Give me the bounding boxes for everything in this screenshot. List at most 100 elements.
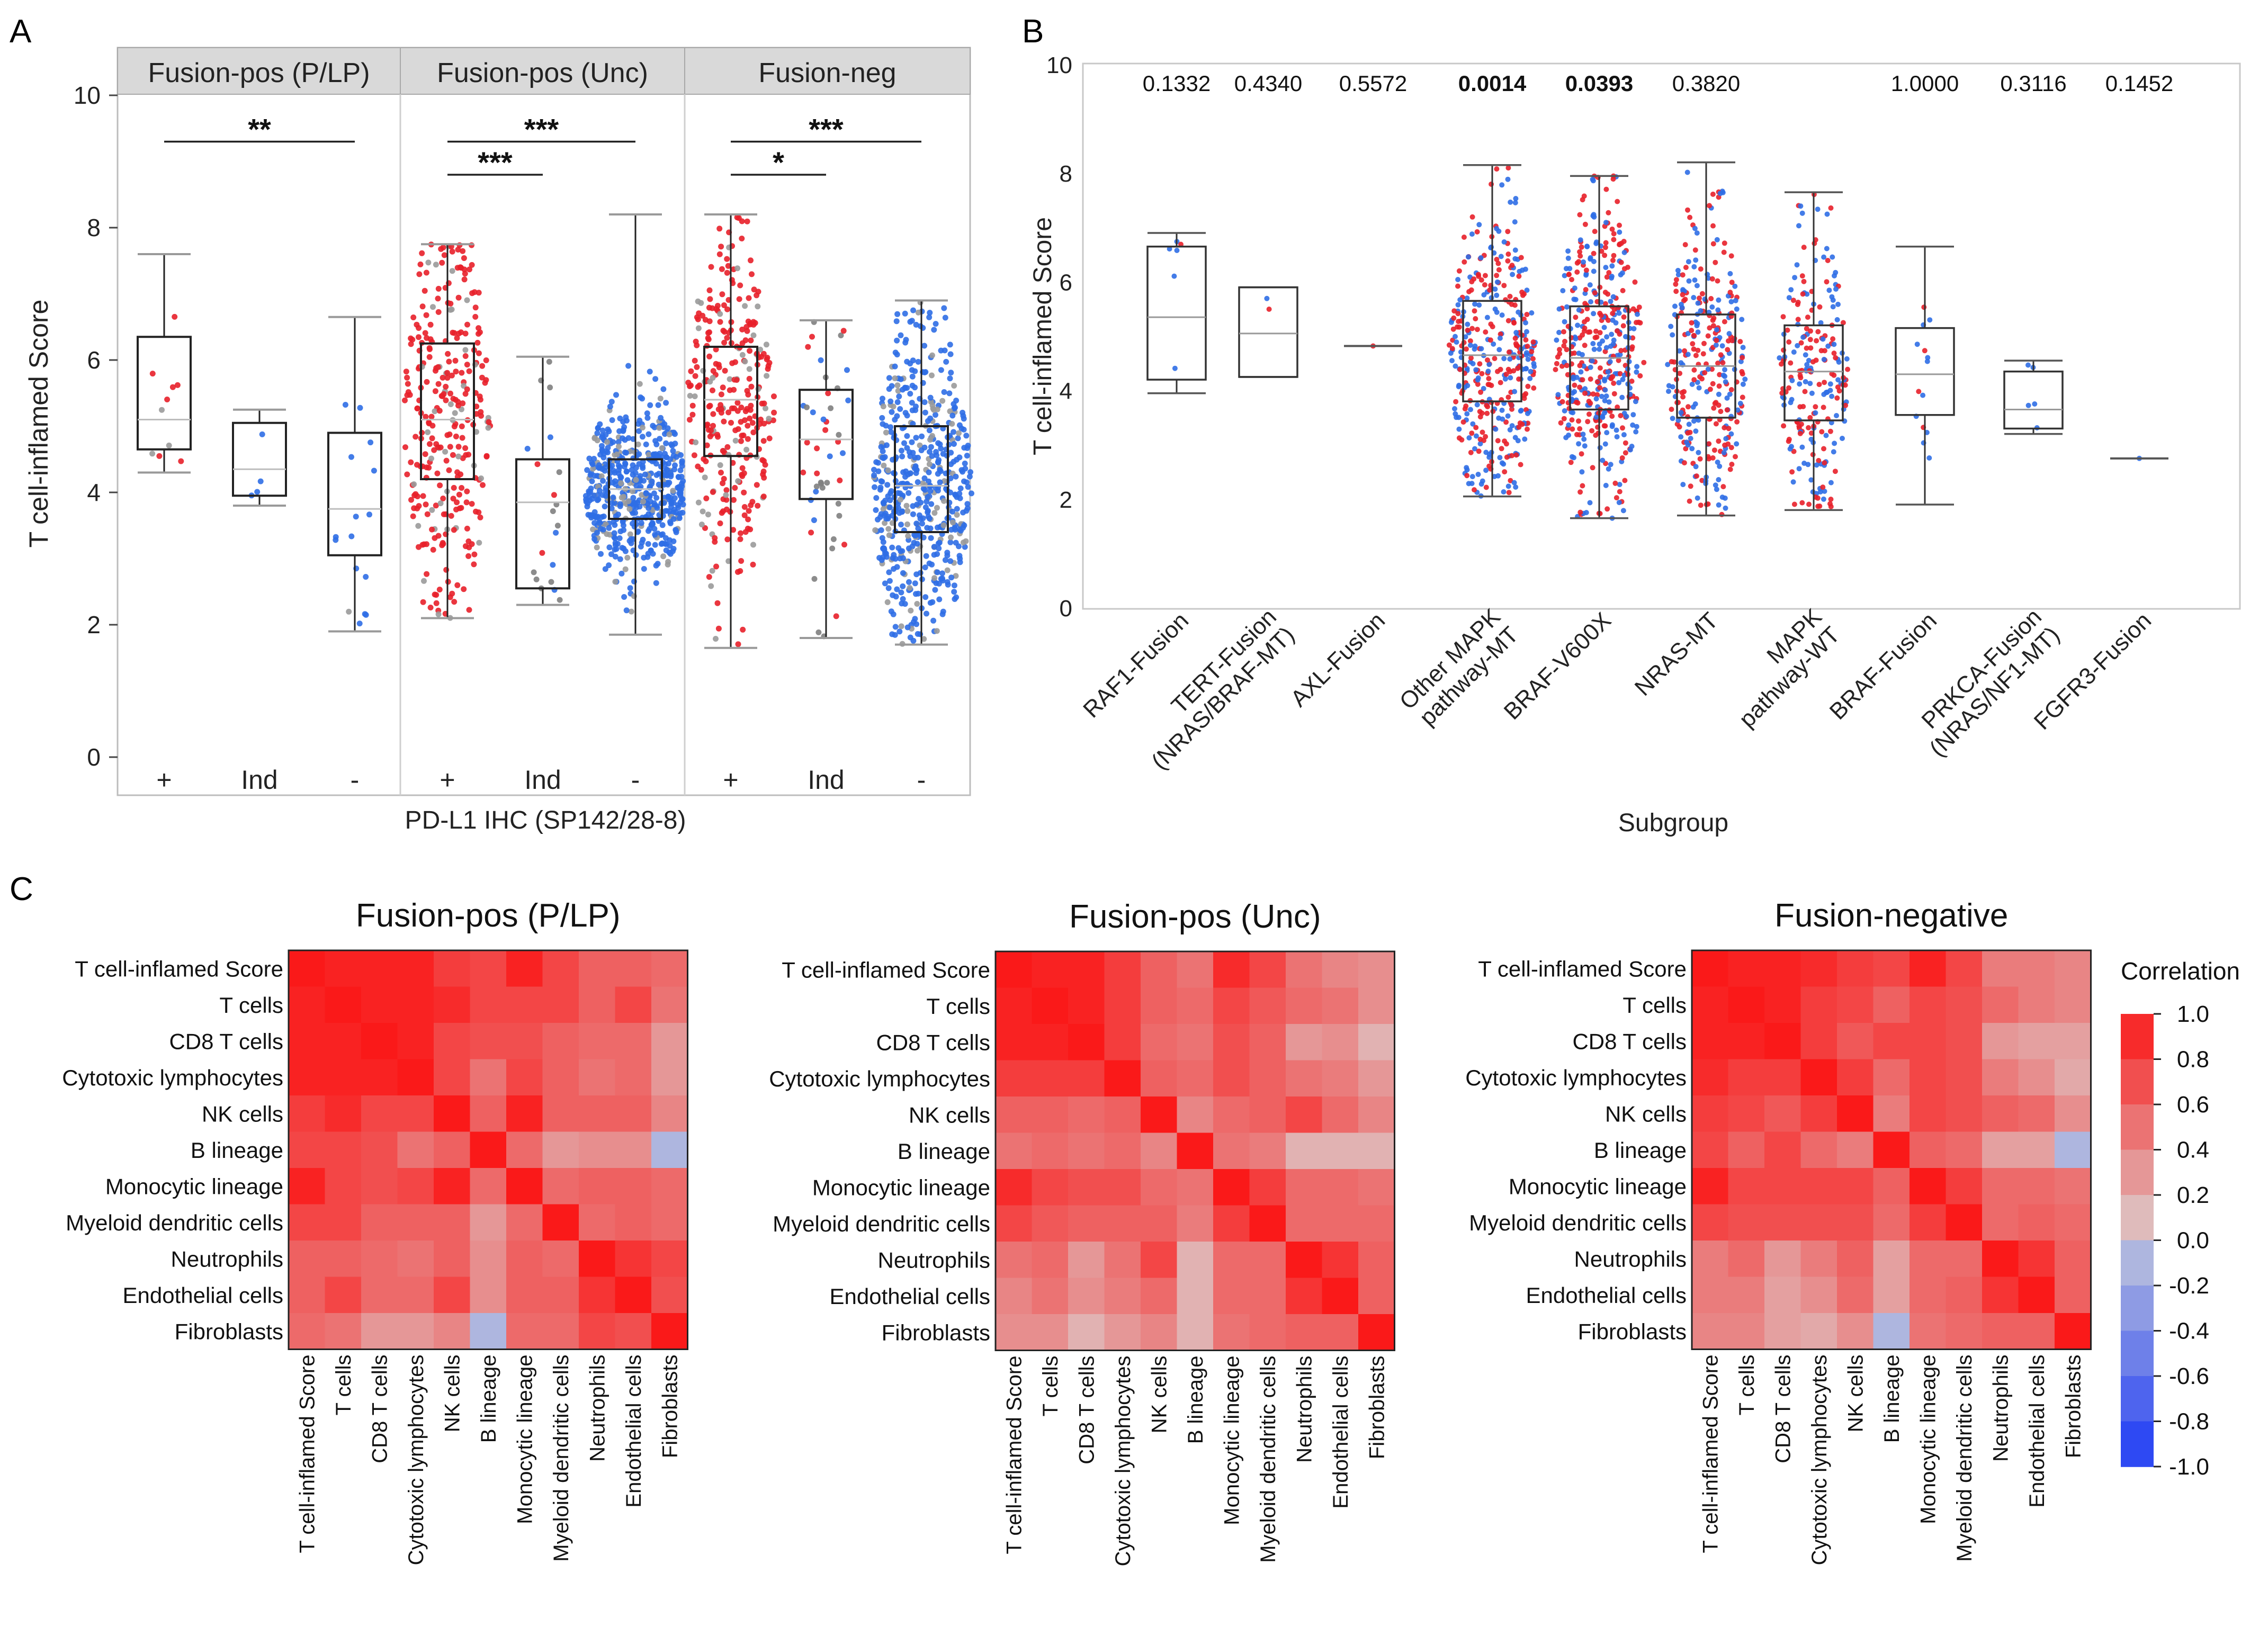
data-point <box>437 482 443 489</box>
data-point <box>693 338 699 345</box>
data-point <box>700 508 706 515</box>
data-point <box>764 373 770 379</box>
data-point <box>457 264 463 271</box>
data-point <box>644 410 650 417</box>
heatmap-cell <box>1692 1168 1729 1205</box>
data-point <box>1582 325 1588 331</box>
data-point <box>1525 356 1531 362</box>
data-point <box>1713 342 1719 348</box>
heatmap-cell <box>1982 1023 2019 1060</box>
heatmap-cell <box>542 950 579 987</box>
data-point <box>898 589 904 596</box>
data-point <box>1483 468 1489 473</box>
data-point <box>1556 306 1562 312</box>
heatmap-cell <box>542 1095 579 1132</box>
data-point <box>1613 427 1619 433</box>
data-point <box>936 540 943 546</box>
heatmap-col-label: NK cells <box>1844 1355 1867 1433</box>
data-point <box>367 439 374 446</box>
data-point <box>695 499 702 506</box>
data-point <box>941 478 947 484</box>
data-point <box>402 397 408 403</box>
heatmap-cell <box>2055 986 2092 1023</box>
data-point <box>448 513 454 519</box>
heatmap-cell <box>1141 1205 1178 1242</box>
data-point <box>1728 431 1734 437</box>
data-point <box>665 561 671 568</box>
heatmap-col-label: Endothelial cells <box>2025 1355 2049 1508</box>
heatmap-cell <box>1946 1095 1983 1132</box>
heatmap-cell <box>470 986 507 1023</box>
data-point <box>1700 351 1706 357</box>
data-point <box>479 374 485 381</box>
heatmap-cell <box>579 1023 616 1060</box>
data-point <box>1608 299 1613 304</box>
data-point <box>882 580 888 587</box>
data-point <box>408 459 414 465</box>
data-point <box>1822 348 1827 354</box>
data-point <box>1804 291 1810 297</box>
data-point <box>941 305 947 311</box>
data-point <box>1578 369 1584 375</box>
data-point <box>668 473 674 480</box>
data-point <box>718 244 724 250</box>
data-point <box>1668 323 1674 329</box>
data-point <box>880 554 886 561</box>
data-point <box>1595 430 1601 436</box>
data-point <box>656 425 662 431</box>
data-point <box>733 377 740 383</box>
data-point <box>658 532 664 538</box>
data-point <box>461 276 468 283</box>
data-point <box>761 458 767 464</box>
heatmap-cell <box>1249 1169 1286 1206</box>
heatmap-cell <box>1177 1205 1214 1242</box>
data-point <box>688 368 694 374</box>
data-point <box>1689 320 1695 326</box>
data-point <box>840 450 846 456</box>
data-point <box>706 574 712 580</box>
data-point <box>1512 302 1518 308</box>
data-point <box>462 353 469 359</box>
data-point <box>670 538 677 544</box>
data-point <box>1561 329 1566 335</box>
data-point <box>929 599 936 605</box>
data-point <box>1629 344 1635 350</box>
data-point <box>718 410 724 416</box>
data-point <box>938 367 944 373</box>
data-point <box>741 504 748 510</box>
data-point <box>546 358 552 365</box>
heatmap-cell <box>289 1023 326 1060</box>
heatmap-cell <box>1728 1059 1765 1096</box>
data-point <box>1721 249 1727 255</box>
data-point <box>1583 267 1589 273</box>
data-point <box>1713 421 1719 427</box>
data-point <box>877 484 884 491</box>
data-point <box>935 524 940 531</box>
data-point <box>1609 414 1615 419</box>
heatmap-cell <box>1800 1023 1837 1060</box>
data-point <box>927 448 933 455</box>
data-point <box>675 502 681 508</box>
heatmap-cell <box>1213 1096 1250 1134</box>
data-point <box>1685 207 1690 213</box>
data-point <box>663 547 669 553</box>
data-point <box>1597 330 1603 336</box>
data-point <box>1734 441 1740 447</box>
data-point <box>1621 314 1627 320</box>
data-point <box>1831 372 1837 378</box>
heatmap-cell <box>1141 987 1178 1024</box>
heatmap-cell <box>1286 1242 1323 1279</box>
data-point <box>721 418 727 425</box>
data-point <box>883 442 890 448</box>
data-point <box>1522 266 1528 272</box>
data-point <box>1604 274 1610 280</box>
data-point <box>437 500 444 507</box>
data-point <box>1714 337 1719 343</box>
data-point <box>624 554 631 561</box>
heatmap-col-label: Monocytic lineage <box>1916 1355 1940 1524</box>
data-point <box>612 535 618 542</box>
data-point <box>926 314 933 320</box>
heatmap-cell <box>1286 951 1323 988</box>
heatmap-row-label: Neutrophils <box>1574 1246 1687 1271</box>
